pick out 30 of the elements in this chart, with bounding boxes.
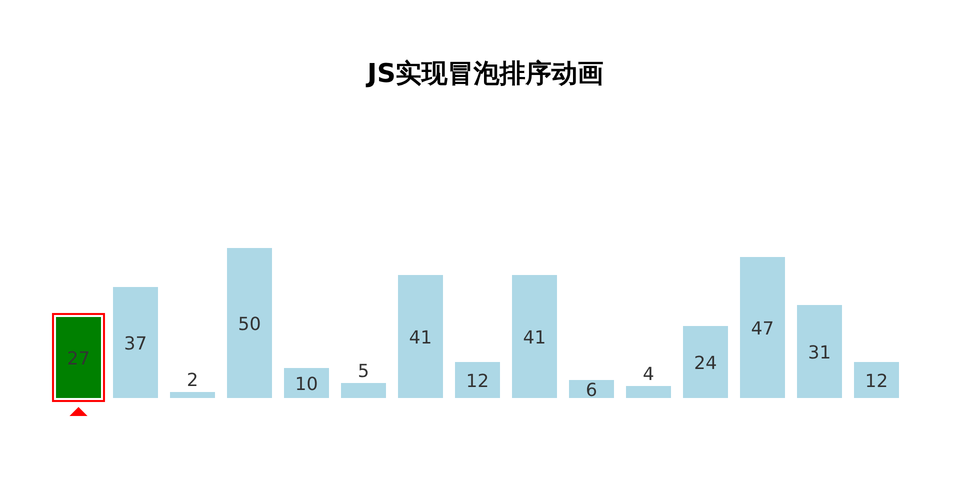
data-label: 47 xyxy=(751,318,774,340)
data-label: 6 xyxy=(586,380,598,401)
bar xyxy=(626,386,671,398)
data-label: 27 xyxy=(67,348,90,370)
data-label: 41 xyxy=(523,328,546,348)
chart-title: JS实现冒泡排序动画 xyxy=(365,59,604,89)
data-label: 41 xyxy=(409,328,432,348)
bar xyxy=(113,287,158,398)
bar xyxy=(797,305,842,398)
data-label: 4 xyxy=(642,364,654,385)
bar xyxy=(569,380,614,398)
data-label: 12 xyxy=(865,371,888,392)
bar xyxy=(398,275,443,398)
data-label: 24 xyxy=(694,353,717,374)
bar xyxy=(170,392,215,398)
bar xyxy=(227,248,272,398)
data-label: 31 xyxy=(808,342,831,364)
bar xyxy=(284,368,329,398)
bar xyxy=(854,362,899,398)
bar xyxy=(683,326,728,398)
data-label: 12 xyxy=(466,371,489,392)
data-label: 50 xyxy=(238,314,261,335)
bar xyxy=(512,275,557,398)
bar xyxy=(455,362,500,398)
data-label: 2 xyxy=(186,370,198,391)
data-label: 10 xyxy=(295,374,318,395)
bar xyxy=(740,257,785,398)
bar xyxy=(341,383,386,398)
data-label: 5 xyxy=(358,361,370,382)
data-label: 37 xyxy=(124,334,147,354)
